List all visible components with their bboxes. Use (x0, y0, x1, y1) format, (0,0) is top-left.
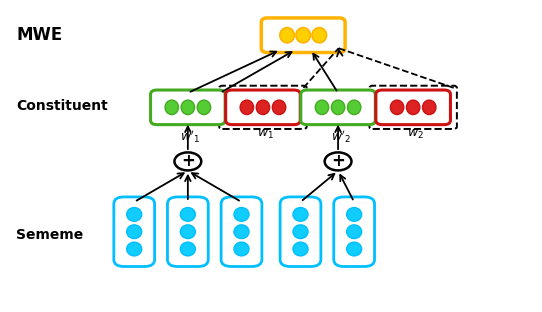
Text: +: + (331, 152, 345, 170)
Text: MWE: MWE (16, 26, 62, 44)
Ellipse shape (256, 100, 270, 115)
Ellipse shape (331, 100, 345, 115)
Ellipse shape (180, 225, 195, 239)
Text: $w_2$: $w_2$ (408, 128, 424, 141)
Ellipse shape (423, 100, 436, 115)
Ellipse shape (127, 225, 141, 239)
FancyBboxPatch shape (225, 90, 300, 124)
FancyBboxPatch shape (280, 197, 321, 266)
Ellipse shape (272, 100, 286, 115)
Ellipse shape (315, 100, 328, 115)
Ellipse shape (165, 100, 178, 115)
Ellipse shape (197, 100, 211, 115)
Ellipse shape (296, 28, 311, 43)
Ellipse shape (347, 225, 362, 239)
Ellipse shape (234, 225, 249, 239)
Text: $w'_2$: $w'_2$ (331, 128, 351, 145)
FancyBboxPatch shape (334, 197, 375, 266)
Circle shape (325, 152, 351, 170)
Text: Sememe: Sememe (16, 228, 83, 242)
FancyBboxPatch shape (167, 197, 208, 266)
Ellipse shape (127, 242, 141, 256)
Text: +: + (181, 152, 195, 170)
Ellipse shape (312, 28, 326, 43)
FancyBboxPatch shape (114, 197, 154, 266)
Ellipse shape (293, 207, 308, 221)
Ellipse shape (180, 242, 195, 256)
Ellipse shape (347, 100, 361, 115)
Ellipse shape (293, 225, 308, 239)
Ellipse shape (181, 100, 195, 115)
FancyBboxPatch shape (261, 18, 345, 52)
Circle shape (175, 152, 201, 170)
Ellipse shape (240, 100, 254, 115)
Ellipse shape (234, 207, 249, 221)
Ellipse shape (347, 207, 362, 221)
FancyBboxPatch shape (221, 197, 262, 266)
Ellipse shape (347, 242, 362, 256)
Ellipse shape (234, 242, 249, 256)
Text: Constituent: Constituent (16, 99, 108, 113)
Ellipse shape (127, 207, 141, 221)
Text: $w'_1$: $w'_1$ (180, 128, 201, 145)
Text: $w_1$: $w_1$ (257, 128, 274, 141)
FancyBboxPatch shape (151, 90, 225, 124)
Ellipse shape (180, 207, 195, 221)
Ellipse shape (390, 100, 404, 115)
FancyBboxPatch shape (301, 90, 376, 124)
Ellipse shape (280, 28, 294, 43)
Ellipse shape (406, 100, 420, 115)
Ellipse shape (293, 242, 308, 256)
FancyBboxPatch shape (376, 90, 450, 124)
